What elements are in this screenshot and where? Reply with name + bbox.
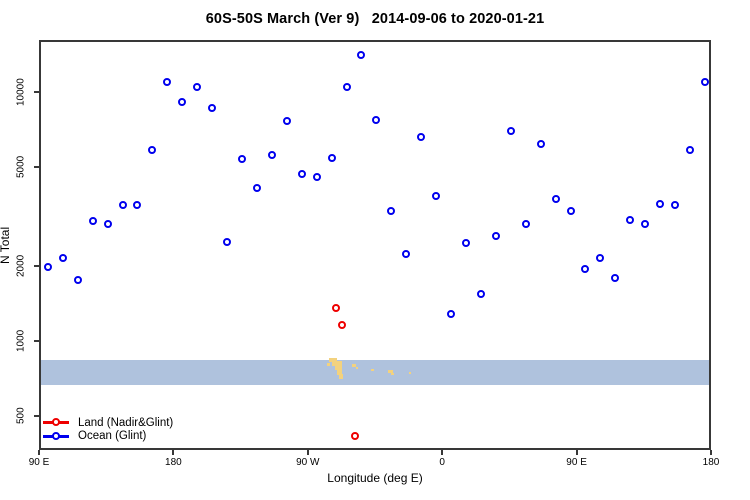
data-point-ocean xyxy=(626,216,635,225)
data-point-ocean xyxy=(536,140,545,149)
data-point-ocean xyxy=(208,104,217,113)
data-point-land xyxy=(351,432,360,441)
y-axis-title: N Total xyxy=(0,226,12,264)
x-tick-label: 0 xyxy=(439,457,445,468)
land-speck xyxy=(409,372,411,374)
data-point-ocean xyxy=(476,289,485,298)
y-axis-tick xyxy=(34,340,39,342)
data-point-ocean xyxy=(163,78,172,87)
data-point-ocean xyxy=(372,116,381,125)
data-point-ocean xyxy=(297,170,306,179)
data-point-ocean xyxy=(596,253,605,262)
data-point-ocean xyxy=(462,239,470,248)
data-point-ocean xyxy=(88,217,97,226)
ocean-marker-icon xyxy=(43,431,69,441)
data-point-ocean xyxy=(611,274,620,283)
chart-title: 60S-50S March (Ver 9) 2014-09-06 to 2020… xyxy=(205,11,545,27)
y-tick-label: 2000 xyxy=(15,254,27,278)
x-tick-label: 180 xyxy=(165,457,182,468)
land-speck xyxy=(356,367,358,369)
data-point-ocean xyxy=(581,264,590,273)
data-point-ocean xyxy=(700,78,709,87)
legend-label-land: Land (Nadir&Glint) xyxy=(78,416,174,429)
legend-item-ocean: Ocean (Glint) xyxy=(43,430,173,444)
highlight-band xyxy=(41,359,709,385)
data-point-ocean xyxy=(178,98,187,107)
data-point-ocean xyxy=(387,207,396,216)
land-speck xyxy=(391,373,394,375)
x-tick-label: 90 E xyxy=(566,457,587,468)
data-point-ocean xyxy=(671,201,680,210)
legend: Land (Nadir&Glint) Ocean (Glint) xyxy=(43,416,173,443)
data-point-ocean xyxy=(103,220,112,229)
x-axis-tick xyxy=(38,450,40,455)
x-tick-label: 180 xyxy=(702,457,720,468)
x-axis-tick xyxy=(710,450,712,455)
data-point-ocean xyxy=(43,263,52,272)
y-axis-tick xyxy=(34,91,39,93)
data-point-ocean xyxy=(491,232,500,241)
data-point-ocean xyxy=(641,220,650,229)
land-speck xyxy=(337,369,342,375)
x-axis-tick xyxy=(441,450,444,455)
x-axis-title: Longitude (deg E) xyxy=(327,471,423,485)
data-point-ocean xyxy=(73,276,82,285)
data-point-land xyxy=(338,320,347,329)
data-point-ocean xyxy=(686,146,694,155)
y-tick-label: 1000 xyxy=(15,329,27,353)
x-axis-tick xyxy=(172,450,175,455)
land-speck xyxy=(335,365,342,370)
legend-item-land: Land (Nadir&Glint) xyxy=(43,416,173,430)
data-point-ocean xyxy=(267,151,276,160)
data-point-ocean xyxy=(133,201,142,210)
data-point-ocean xyxy=(252,184,261,193)
land-speck xyxy=(352,364,356,367)
data-point-ocean xyxy=(118,201,127,210)
data-point-ocean xyxy=(551,195,560,204)
x-axis-tick xyxy=(575,450,578,455)
data-point-ocean xyxy=(432,191,441,200)
data-point-ocean xyxy=(327,154,336,163)
data-point-ocean xyxy=(417,132,426,141)
data-point-ocean xyxy=(223,238,232,247)
data-point-ocean xyxy=(447,310,456,319)
data-point-ocean xyxy=(506,127,515,136)
y-tick-label: 10000 xyxy=(15,78,27,106)
data-point-ocean xyxy=(566,207,575,216)
data-point-ocean xyxy=(312,173,321,182)
data-point-ocean xyxy=(148,146,157,155)
legend-label-ocean: Ocean (Glint) xyxy=(78,430,147,443)
land-marker-icon xyxy=(43,418,69,427)
data-point-land xyxy=(332,303,341,312)
land-speck xyxy=(339,374,343,379)
x-tick-label: 90 W xyxy=(296,457,320,468)
data-point-ocean xyxy=(521,219,530,228)
y-axis-tick xyxy=(34,165,39,168)
data-point-ocean xyxy=(357,51,366,60)
data-point-ocean xyxy=(58,253,67,262)
data-point-ocean xyxy=(342,83,351,92)
data-point-ocean xyxy=(402,250,411,259)
data-point-ocean xyxy=(193,83,202,92)
land-speck xyxy=(388,370,393,373)
y-tick-label: 5000 xyxy=(15,155,27,179)
plot-area: Land (Nadir&Glint) Ocean (Glint) xyxy=(39,40,711,450)
land-speck xyxy=(329,358,337,362)
data-point-ocean xyxy=(238,155,246,164)
x-axis-tick xyxy=(306,450,309,455)
y-axis-tick xyxy=(34,265,39,268)
data-point-ocean xyxy=(656,200,665,209)
land-speck xyxy=(371,369,374,371)
data-point-ocean xyxy=(282,117,291,126)
y-axis-tick xyxy=(34,414,39,417)
land-speck xyxy=(327,363,330,366)
x-tick-label: 90 E xyxy=(28,457,50,468)
y-tick-label: 500 xyxy=(15,407,27,425)
land-speck xyxy=(332,361,342,366)
